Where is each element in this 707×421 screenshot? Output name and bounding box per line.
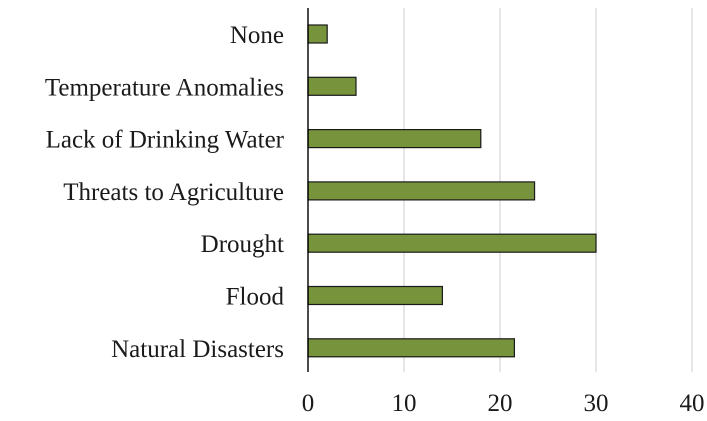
x-tick-labels: 0 10 20 30 40	[302, 390, 705, 417]
category-label: Temperature Anomalies	[45, 74, 284, 101]
category-label: Lack of Drinking Water	[46, 127, 285, 154]
x-tick-label: 40	[680, 390, 705, 417]
bar-temperature-anomalies	[307, 76, 357, 96]
bar-drought	[307, 233, 597, 253]
category-label: Drought	[201, 231, 284, 258]
bar-threats-to-agriculture	[307, 181, 536, 201]
bar-lack-of-drinking-water	[307, 129, 482, 149]
category-labels: None Temperature Anomalies Lack of Drinkin…	[45, 22, 285, 363]
x-tick-label: 0	[302, 390, 315, 417]
x-tick-label: 20	[488, 390, 513, 417]
category-label: Natural Disasters	[111, 336, 284, 363]
category-label: None	[230, 22, 284, 49]
x-tick-label: 10	[392, 390, 417, 417]
bar-none	[307, 24, 328, 44]
bar-natural-disasters	[307, 338, 515, 358]
bar-flood	[307, 285, 443, 306]
category-label: Flood	[226, 284, 285, 311]
category-label: Threats to Agriculture	[63, 179, 284, 206]
x-tick-label: 30	[584, 390, 609, 417]
bars	[307, 24, 597, 358]
